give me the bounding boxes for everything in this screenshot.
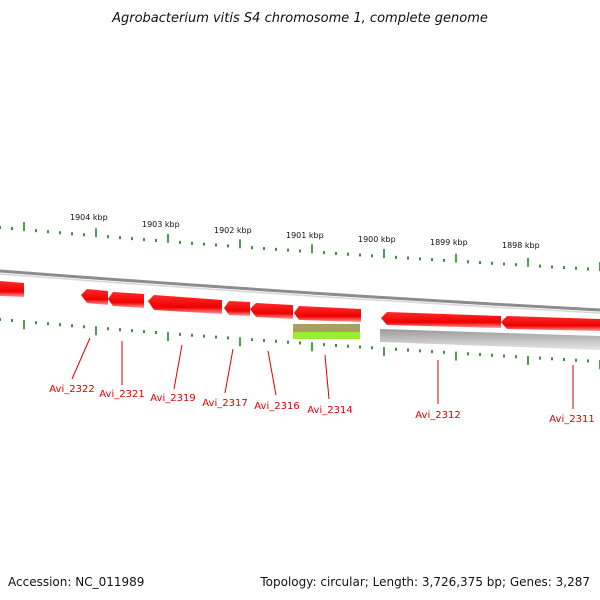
gene-label-avi-2312[interactable]: Avi_2312 (415, 410, 460, 421)
gene-arrow-left-edge[interactable] (0, 281, 24, 297)
rna-feature-upper[interactable] (293, 324, 360, 332)
scale-label: 1904 kbp (70, 213, 108, 222)
leader-avi-2316 (267, 350, 277, 396)
gene-label-avi-2316[interactable]: Avi_2316 (254, 401, 299, 412)
leader-avi-2314 (324, 354, 330, 400)
gene-arrow-avi-2317[interactable] (224, 301, 250, 316)
map-title: Agrobacterium vitis S4 chromosome 1, com… (111, 11, 488, 26)
gene-arrow-avi-2321[interactable] (108, 292, 144, 308)
label-leaders (71, 337, 574, 409)
gene-label-avi-2314[interactable]: Avi_2314 (307, 405, 352, 416)
gene-label-avi-2321[interactable]: Avi_2321 (99, 389, 144, 400)
leader-avi-2322 (71, 337, 91, 380)
scale-label: 1900 kbp (358, 235, 396, 244)
chromosome-backbone-highlight (0, 273, 600, 314)
leader-avi-2319 (173, 344, 183, 390)
gene-arrow-avi-2311[interactable] (501, 316, 600, 331)
scale-label: 1901 kbp (286, 231, 324, 240)
gene-track (0, 281, 600, 331)
grey-feature[interactable] (380, 329, 600, 350)
gene-label-avi-2311[interactable]: Avi_2311 (549, 414, 594, 425)
scale-label: 1898 kbp (502, 241, 540, 250)
gene-arrow-avi-2312[interactable] (381, 312, 501, 328)
scale-label: 1903 kbp (142, 220, 180, 229)
scale-ticks-upper (0, 222, 600, 272)
gene-label-avi-2317[interactable]: Avi_2317 (202, 398, 247, 409)
rna-feature-lower[interactable] (293, 332, 360, 339)
gene-arrow-avi-2319[interactable] (148, 295, 222, 314)
chromosome-backbone (0, 269, 600, 312)
gene-label-avi-2322[interactable]: Avi_2322 (49, 384, 94, 395)
scale-ticks-lower (0, 318, 600, 370)
summary-text: Topology: circular; Length: 3,726,375 bp… (259, 575, 590, 589)
leader-avi-2317 (224, 348, 234, 394)
scale-label: 1899 kbp (430, 238, 468, 247)
gene-arrow-avi-2316[interactable] (250, 303, 293, 319)
gene-arrow-avi-2322[interactable] (81, 289, 108, 305)
scale-label: 1902 kbp (214, 226, 252, 235)
gene-arrow-avi-2314[interactable] (294, 306, 361, 322)
accession-text: Accession: NC_011989 (8, 575, 144, 589)
gene-label-avi-2319[interactable]: Avi_2319 (150, 393, 195, 404)
